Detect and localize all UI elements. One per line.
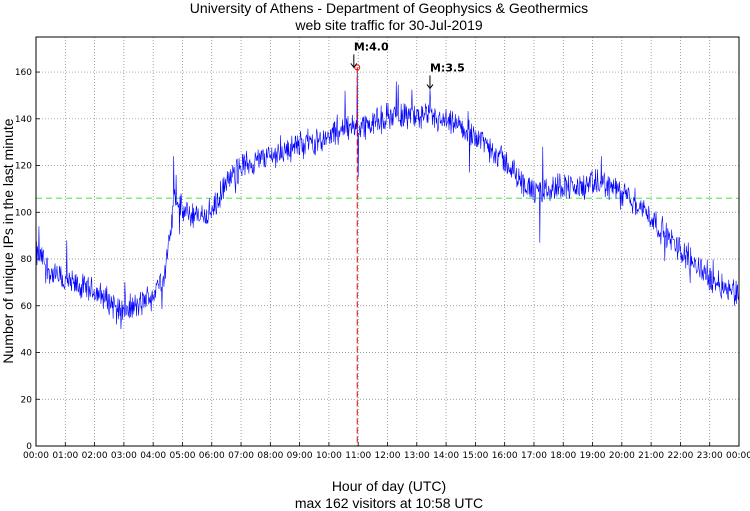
y-axis-label: Number of unique IPs in the last minute — [0, 118, 16, 363]
annotation-arrow-head — [350, 63, 358, 69]
x-tick-label: 06:00 — [199, 451, 225, 461]
x-tick-label: 11:00 — [345, 451, 371, 461]
y-tick-label: 40 — [21, 349, 33, 359]
x-axis-label-max-summary: max 162 visitors at 10:58 UTC — [295, 495, 483, 511]
x-tick-label: 21:00 — [638, 451, 664, 461]
annotation-arrow-head — [426, 84, 434, 90]
x-tick-label: 14:00 — [433, 451, 459, 461]
x-tick-label: 00:00 — [726, 451, 750, 461]
y-tick-label: 0 — [26, 442, 32, 452]
x-tick-label: 23:00 — [697, 451, 723, 461]
x-tick-label: 12:00 — [375, 451, 401, 461]
plot-frame — [35, 36, 740, 447]
max-marker — [354, 64, 361, 71]
x-tick-label: 10:00 — [316, 451, 342, 461]
x-tick-label: 08:00 — [257, 451, 283, 461]
y-tick-label: 80 — [21, 255, 33, 265]
x-tick-label: 01:00 — [52, 451, 78, 461]
x-tick-label: 18:00 — [550, 451, 576, 461]
chart-title-line1: University of Athens - Department of Geo… — [190, 0, 588, 16]
y-tick-label: 140 — [15, 115, 32, 125]
annotation-label: M:4.0 — [354, 40, 389, 53]
y-tick-label: 100 — [15, 208, 32, 218]
y-tick-label: 20 — [21, 395, 33, 405]
y-tick-label: 60 — [21, 302, 33, 312]
x-tick-label: 05:00 — [169, 451, 195, 461]
x-tick-label: 20:00 — [609, 451, 635, 461]
x-tick-label: 22:00 — [667, 451, 693, 461]
tick-layer: 00:00 01:00 02:00 03:00 04:00 05:00 06:00 07:00… — [15, 68, 750, 461]
x-tick-label: 02:00 — [82, 451, 108, 461]
annotation-layer: M:4.0 M:3.5 — [350, 40, 465, 90]
x-tick-label: 03:00 — [111, 451, 137, 461]
x-axis-label: Hour of day (UTC) — [332, 478, 446, 494]
traffic-series-line — [35, 67, 740, 330]
x-tick-label: 17:00 — [521, 451, 547, 461]
x-tick-label: 16:00 — [492, 451, 518, 461]
x-tick-label: 15:00 — [462, 451, 488, 461]
y-tick-label: 120 — [15, 162, 32, 172]
x-tick-label: 00:00 — [23, 451, 49, 461]
x-tick-label: 04:00 — [140, 451, 166, 461]
y-tick-label: 160 — [15, 68, 32, 78]
chart-title-line2: web site traffic for 30-Jul-2019 — [294, 17, 482, 33]
annotation-label: M:3.5 — [430, 61, 465, 74]
x-tick-label: 13:00 — [404, 451, 430, 461]
x-tick-label: 19:00 — [580, 451, 606, 461]
x-tick-label: 09:00 — [287, 451, 313, 461]
x-tick-label: 07:00 — [228, 451, 254, 461]
grid-layer — [36, 37, 739, 446]
